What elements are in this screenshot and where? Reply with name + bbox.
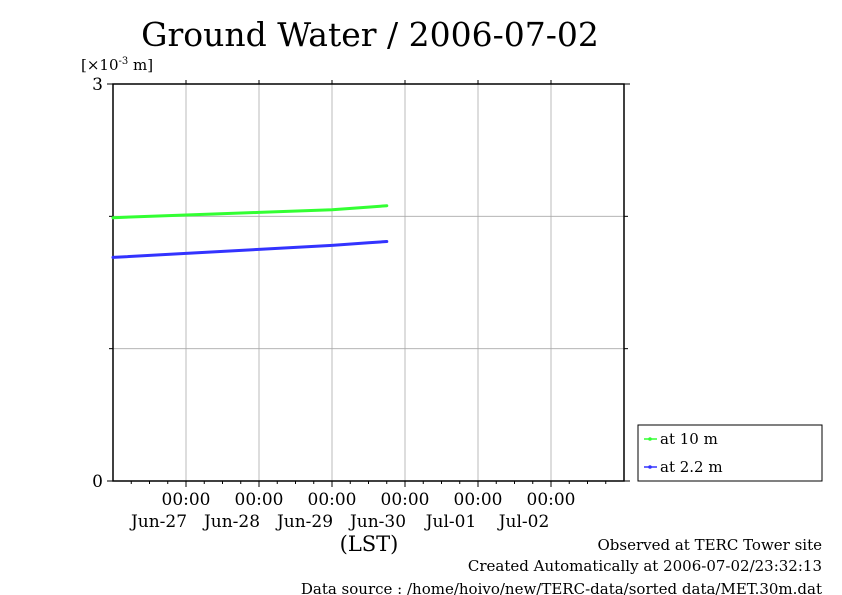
legend-label-10m: at 10 m [660,430,718,448]
x-axis-label: (LST) [340,532,399,556]
grid-lines [113,84,624,481]
x-tick-labels: 00:00Jun-2700:00Jun-2800:00Jun-2900:00Ju… [129,490,576,532]
legend-box [637,424,823,482]
x-tick-label-date: Jul-01 [424,512,477,532]
y-axis-label-exponent: -3 [119,56,129,67]
legend-label-2-2m: at 2.2 m [660,458,723,476]
legend: at 10 m at 2.2 m [637,424,823,482]
x-tick-label-time: 00:00 [308,490,357,510]
plot-frame [112,83,625,482]
footer-created: Created Automatically at 2006-07-02/23:3… [468,557,822,575]
y-tick-label-min: 0 [92,472,103,492]
x-tick-label-time: 00:00 [527,490,576,510]
y-axis-label-base: [×10 [81,56,119,74]
x-tick-label-date: Jun-30 [348,512,406,532]
x-tick-label-time: 00:00 [162,490,211,510]
legend-marker-2-2m [648,465,652,469]
x-tick-label-date: Jul-02 [497,512,550,532]
legend-marker-10m [648,437,652,441]
series-lines [111,204,389,259]
series-line-1 [111,240,389,259]
x-tick-label-date: Jun-27 [129,512,187,532]
footer-observed: Observed at TERC Tower site [597,536,822,554]
y-axis-label-unit: m] [128,56,153,74]
axis-ticks [107,80,630,487]
series-line-0 [111,204,389,220]
chart-title: Ground Water / 2006-07-02 [141,15,599,54]
x-tick-label-time: 00:00 [454,490,503,510]
footer-data-source: Data source : /home/hoivo/new/TERC-data/… [301,580,822,595]
x-tick-label-time: 00:00 [381,490,430,510]
y-axis-label: [×10-3 m] [81,56,153,74]
x-tick-label-time: 00:00 [235,490,284,510]
y-tick-label-max: 3 [92,75,103,95]
x-tick-label-date: Jun-28 [202,512,260,532]
x-tick-label-date: Jun-29 [275,512,333,532]
